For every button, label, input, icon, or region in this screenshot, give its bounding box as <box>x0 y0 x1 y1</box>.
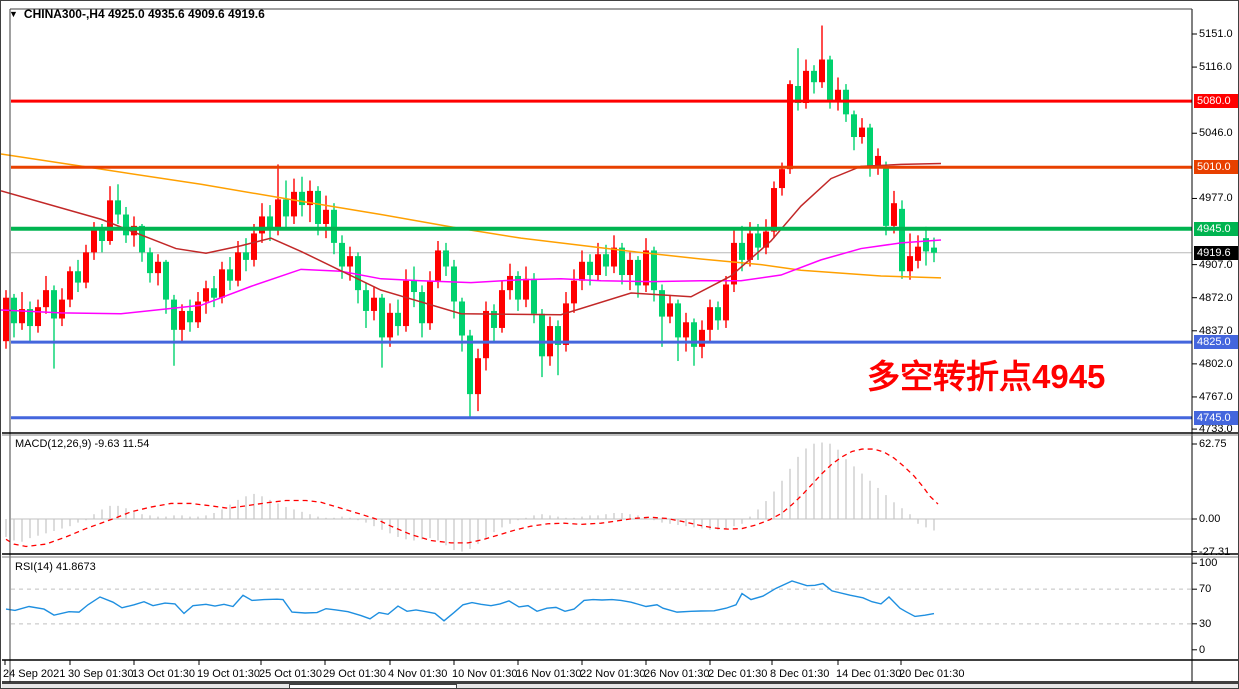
time-axis-label: 24 Sep 2021 <box>3 668 66 680</box>
price-tick-label: 4767.0 <box>1199 390 1233 403</box>
price-level-tag: 5010.0 <box>1194 160 1238 175</box>
annotation-text: 多空转折点4945 <box>867 358 1106 395</box>
time-axis-label: 29 Oct 01:30 <box>323 668 386 680</box>
price-level-tag: 4945.0 <box>1194 221 1238 236</box>
price-tick-label: 4733.0 <box>1199 423 1233 436</box>
time-axis-label: 13 Oct 01:30 <box>132 668 195 680</box>
current-price-tag: 4919.6 <box>1194 245 1238 260</box>
time-axis-label: 14 Dec 01:30 <box>836 668 902 680</box>
scrollbar-thumb[interactable] <box>289 684 457 688</box>
macd-indicator-label: MACD(12,26,9) -9.63 11.54 <box>15 438 150 450</box>
price-tick-label: 5116.0 <box>1199 61 1232 74</box>
price-tick-label: 4802.0 <box>1199 357 1233 370</box>
rsi-tick-label: 70 <box>1199 583 1212 596</box>
price-level-tag: 4825.0 <box>1194 335 1238 350</box>
price-tick-label: 4907.0 <box>1199 258 1233 271</box>
time-axis-label: 10 Nov 01:30 <box>452 668 518 680</box>
time-axis-label: 20 Dec 01:30 <box>899 668 965 680</box>
price-tick-label: 4872.0 <box>1199 291 1233 304</box>
horizontal-scrollbar[interactable] <box>2 683 1238 688</box>
time-axis-label: 30 Sep 01:30 <box>68 668 134 680</box>
rsi-tick-label: 0 <box>1199 643 1206 656</box>
rsi-tick-label: 100 <box>1199 557 1218 570</box>
price-tick-label: 5046.0 <box>1199 127 1233 140</box>
macd-tick-label: -27.31 <box>1199 545 1231 558</box>
time-axis-label: 4 Nov 01:30 <box>388 668 448 680</box>
price-level-tag: 4745.0 <box>1194 410 1238 425</box>
price-tick-label: 4977.0 <box>1199 192 1233 205</box>
time-axis-label: 16 Nov 01:30 <box>516 668 582 680</box>
rsi-tick-label: 30 <box>1199 617 1212 630</box>
chart-title: ▼ CHINA300-,H4 4925.0 4935.6 4909.6 4919.… <box>9 7 265 21</box>
time-axis-label: 26 Nov 01:30 <box>644 668 710 680</box>
time-axis-label: 25 Oct 01:30 <box>259 668 322 680</box>
time-axis-label: 22 Nov 01:30 <box>580 668 646 680</box>
macd-tick-label: 62.75 <box>1199 438 1227 450</box>
price-level-tag: 5080.0 <box>1194 94 1238 109</box>
symbol-dropdown-icon[interactable]: ▼ <box>9 9 18 19</box>
time-axis-label: 2 Dec 01:30 <box>708 668 768 680</box>
macd-tick-label: 0.00 <box>1199 513 1221 525</box>
time-axis-label: 8 Dec 01:30 <box>770 668 830 680</box>
symbol-ohlc-text: CHINA300-,H4 4925.0 4935.6 4909.6 4919.6 <box>23 7 265 21</box>
price-tick-label: 5151.0 <box>1199 28 1233 40</box>
price-tick-label: 4837.0 <box>1199 324 1233 337</box>
rsi-indicator-label: RSI(14) 41.8673 <box>15 561 96 573</box>
time-axis-label: 19 Oct 01:30 <box>197 668 260 680</box>
